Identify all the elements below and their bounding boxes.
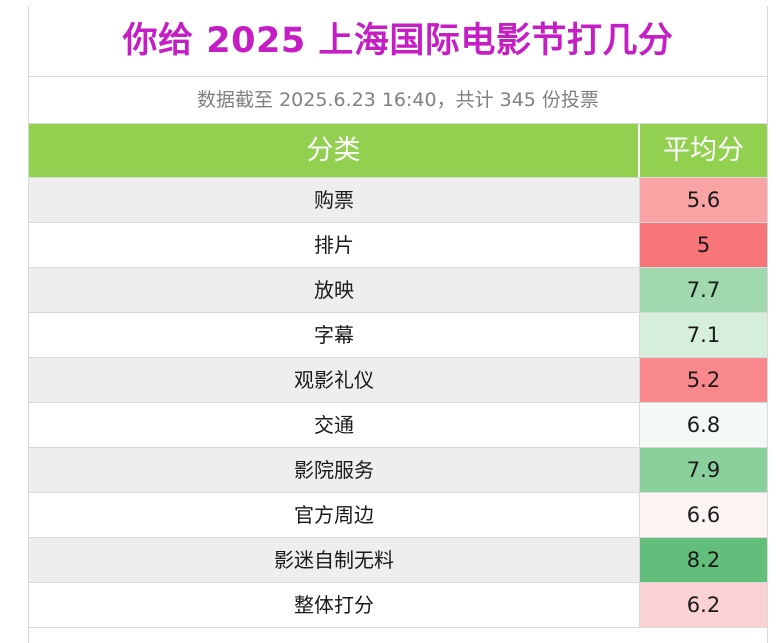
- header-category: 分类: [29, 124, 640, 177]
- table-header: 分类 平均分: [29, 124, 767, 178]
- table-row: 放映 7.7: [29, 268, 767, 313]
- table-row: 购票 5.6: [29, 178, 767, 223]
- header-average: 平均分: [663, 135, 744, 166]
- table-row: 影院服务 7.9: [29, 448, 767, 493]
- category-cell: 影院服务: [29, 448, 640, 492]
- category-cell: 整体打分: [29, 583, 640, 627]
- category-cell: 观影礼仪: [29, 358, 640, 402]
- table-row: 官方周边 6.6: [29, 493, 767, 538]
- rating-table: 你给 2025 上海国际电影节打几分 数据截至 2025.6.23 16:40，…: [28, 6, 768, 643]
- score-cell: 6.6: [640, 493, 767, 537]
- score-cell: 5.2: [640, 358, 767, 402]
- table-row: 影迷自制无料 8.2: [29, 538, 767, 583]
- score-cell: 6.2: [640, 583, 767, 627]
- table-title: 你给 2025 上海国际电影节打几分: [29, 6, 767, 77]
- category-cell: 购票: [29, 178, 640, 222]
- category-cell: 排片: [29, 223, 640, 267]
- category-cell: 影迷自制无料: [29, 538, 640, 582]
- table-row: 交通 6.8: [29, 403, 767, 448]
- score-cell: 5.6: [640, 178, 767, 222]
- score-cell: 8.2: [640, 538, 767, 582]
- score-cell: 7.1: [640, 313, 767, 357]
- score-cell: 5: [640, 223, 767, 267]
- table-row: 观影礼仪 5.2: [29, 358, 767, 403]
- score-cell: 6.8: [640, 403, 767, 447]
- category-cell: 交通: [29, 403, 640, 447]
- category-cell: 放映: [29, 268, 640, 312]
- score-cell: 7.9: [640, 448, 767, 492]
- table-row: 字幕 7.1: [29, 313, 767, 358]
- category-cell: 官方周边: [29, 493, 640, 537]
- table-row: 整体打分 6.2: [29, 583, 767, 628]
- table-row: 排片 5: [29, 223, 767, 268]
- category-cell: 字幕: [29, 313, 640, 357]
- table-subtitle: 数据截至 2025.6.23 16:40，共计 345 份投票: [29, 77, 767, 124]
- score-cell: 7.7: [640, 268, 767, 312]
